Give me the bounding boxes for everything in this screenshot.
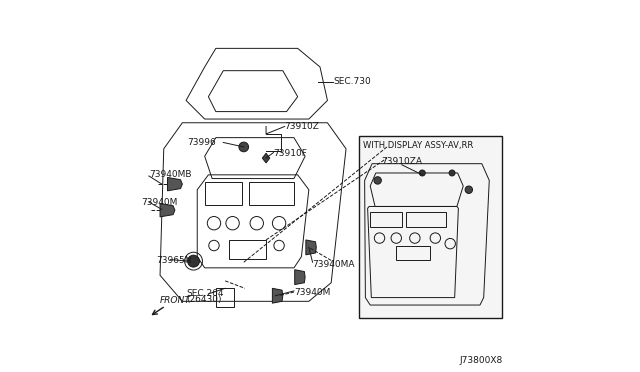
Circle shape	[188, 255, 200, 267]
Bar	[229, 240, 266, 259]
Bar	[396, 246, 429, 260]
Text: 73940MA: 73940MA	[312, 260, 355, 269]
Text: 73910ZA: 73910ZA	[381, 157, 422, 166]
Text: 73996: 73996	[187, 138, 216, 147]
Polygon shape	[306, 240, 316, 255]
Text: (26430): (26430)	[186, 295, 221, 304]
Text: FRONT: FRONT	[159, 296, 190, 305]
Text: J73800X8: J73800X8	[459, 356, 502, 365]
Text: SEC.730: SEC.730	[333, 77, 371, 86]
Text: 73965N: 73965N	[156, 256, 192, 265]
Polygon shape	[160, 203, 175, 217]
Text: SEC.264: SEC.264	[186, 289, 223, 298]
Text: 73940M: 73940M	[141, 198, 178, 207]
Polygon shape	[168, 177, 182, 191]
Polygon shape	[294, 270, 305, 285]
Polygon shape	[273, 288, 283, 303]
Circle shape	[374, 177, 381, 184]
Polygon shape	[262, 153, 270, 163]
Circle shape	[465, 186, 472, 193]
Text: 73940M: 73940M	[294, 288, 330, 296]
Text: 73940MB: 73940MB	[149, 170, 191, 179]
Bar	[359, 136, 502, 318]
Circle shape	[239, 142, 248, 152]
Circle shape	[449, 170, 455, 176]
Text: 73910Z: 73910Z	[285, 122, 319, 131]
Circle shape	[419, 170, 425, 176]
Text: 73910F: 73910F	[273, 149, 307, 158]
Text: WITH DISPLAY ASSY-AV,RR: WITH DISPLAY ASSY-AV,RR	[363, 141, 473, 150]
